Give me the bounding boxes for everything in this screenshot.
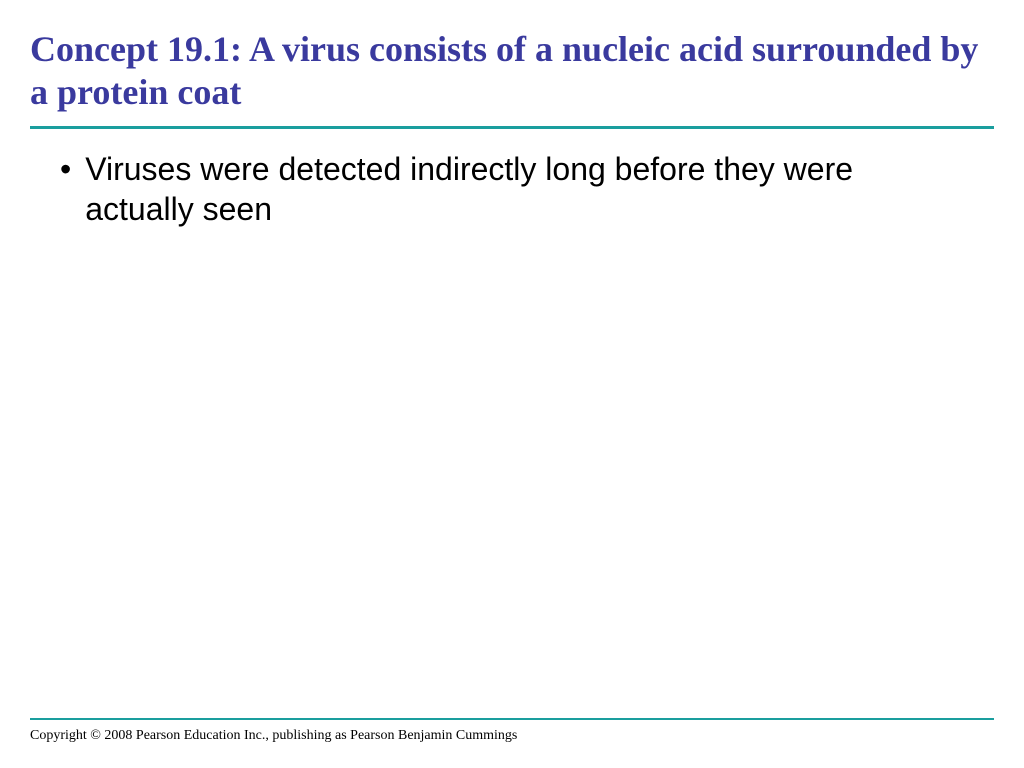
bullet-text: Viruses were detected indirectly long be… — [85, 149, 944, 229]
bullet-marker-icon: • — [60, 149, 71, 189]
slide-container: Concept 19.1: A virus consists of a nucl… — [0, 0, 1024, 768]
bullet-item: • Viruses were detected indirectly long … — [60, 149, 944, 229]
footer-line — [30, 718, 994, 720]
slide-title: Concept 19.1: A virus consists of a nucl… — [30, 28, 994, 114]
title-underline — [30, 126, 994, 129]
copyright-text: Copyright © 2008 Pearson Education Inc.,… — [30, 728, 517, 744]
content-area: • Viruses were detected indirectly long … — [30, 149, 994, 229]
